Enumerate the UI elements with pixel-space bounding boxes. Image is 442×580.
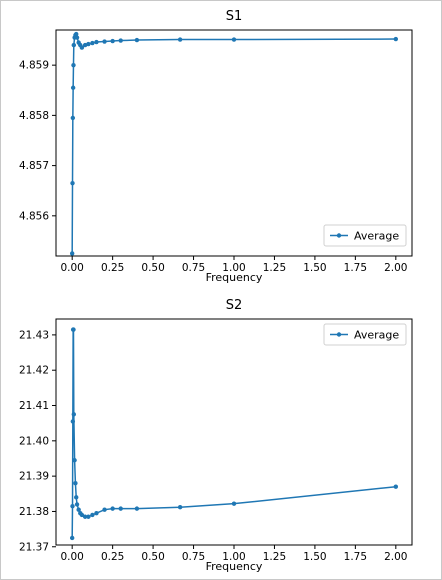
x-tick-label: 1.25 — [263, 262, 286, 274]
x-tick-label: 1.25 — [263, 551, 286, 563]
data-point — [79, 512, 85, 518]
y-tick-label: 4.858 — [19, 110, 49, 122]
x-tick-label: 1.00 — [222, 262, 245, 274]
data-point — [110, 38, 115, 44]
x-tick-label: 0.25 — [101, 262, 124, 274]
data-point — [118, 38, 123, 43]
data-point — [71, 62, 76, 68]
chart-title: S1 — [226, 9, 243, 24]
data-point — [70, 180, 75, 186]
x-tick-label: 1.50 — [303, 551, 326, 563]
data-point — [134, 37, 140, 43]
data-point — [70, 503, 75, 509]
x-tick-label: 0.25 — [101, 551, 124, 563]
data-point — [90, 40, 95, 46]
x-tick-label: 0.00 — [60, 551, 83, 563]
data-point — [177, 505, 183, 510]
legend: Average — [323, 224, 407, 247]
data-point — [79, 45, 85, 50]
legend-box — [323, 323, 407, 346]
y-tick-label: 4.859 — [19, 60, 49, 72]
data-point — [134, 506, 140, 511]
x-axis-label: Frequency — [206, 271, 263, 284]
legend: Average — [323, 323, 407, 346]
x-axis-label: Frequency — [206, 560, 263, 573]
data-point — [393, 36, 399, 42]
y-tick-label: 21.42 — [19, 365, 49, 377]
data-point — [74, 495, 79, 500]
data-point — [82, 514, 88, 519]
data-point — [72, 458, 77, 463]
x-tick-label: 0.75 — [182, 551, 205, 563]
x-tick-label: 1.75 — [344, 551, 367, 563]
data-point — [74, 31, 79, 37]
data-point — [393, 484, 399, 489]
data-point — [69, 251, 75, 256]
y-tick-label: 21.38 — [19, 506, 49, 518]
x-tick-label: 1.50 — [303, 262, 326, 274]
x-tick-label: 0.00 — [60, 262, 83, 274]
y-tick-label: 21.43 — [19, 329, 49, 341]
chart-s1: S1 Frequency 0.00 0.25 0.50 0.75 1.00 1.25 1.5… — [19, 9, 413, 284]
legend-marker — [336, 332, 342, 337]
data-point — [70, 419, 76, 424]
data-point — [76, 507, 81, 512]
x-tick-label: 2.00 — [384, 262, 407, 274]
x-tick-label: 1.00 — [222, 551, 245, 563]
data-point — [74, 502, 80, 507]
y-tick-label: 4.856 — [19, 210, 49, 222]
data-point — [94, 39, 99, 45]
data-point — [71, 327, 76, 332]
data-point — [118, 506, 123, 511]
data-point — [231, 501, 237, 506]
data-point — [73, 481, 78, 486]
data-point — [177, 37, 183, 42]
data-point — [71, 42, 77, 48]
data-point — [70, 85, 76, 90]
data-point — [74, 35, 80, 40]
x-tick-label: 0.75 — [182, 262, 205, 274]
series-line — [71, 32, 396, 254]
legend-label: Average — [354, 230, 399, 243]
y-tick-label: 21.41 — [19, 400, 49, 412]
legend-label: Average — [354, 329, 399, 342]
x-tick-label: 0.50 — [141, 262, 164, 274]
y-tick-label: 4.857 — [19, 160, 49, 172]
legend-marker — [336, 233, 342, 238]
data-point — [102, 39, 107, 44]
data-point — [90, 512, 95, 518]
data-point — [69, 535, 75, 541]
y-tick-label: 21.40 — [19, 435, 49, 447]
data-point — [70, 115, 76, 121]
x-tick-label: 2.00 — [384, 551, 407, 563]
data-point — [110, 506, 115, 511]
chart-title: S2 — [226, 298, 243, 313]
y-tick-label: 21.37 — [19, 541, 49, 553]
data-point — [231, 37, 237, 42]
plot-area — [55, 29, 413, 257]
data-point — [94, 511, 99, 516]
data-point — [102, 507, 107, 512]
plot-area — [55, 318, 413, 546]
data-point — [71, 412, 77, 417]
data-point — [86, 514, 91, 519]
chart-s2: S2 Frequency 0.00 0.25 0.50 0.75 1.00 1.25 1.5… — [19, 298, 413, 573]
y-tick-label: 21.39 — [19, 471, 49, 483]
legend-box — [323, 224, 407, 247]
data-point — [86, 41, 91, 47]
x-tick-label: 0.50 — [141, 551, 164, 563]
x-tick-label: 1.75 — [344, 262, 367, 274]
